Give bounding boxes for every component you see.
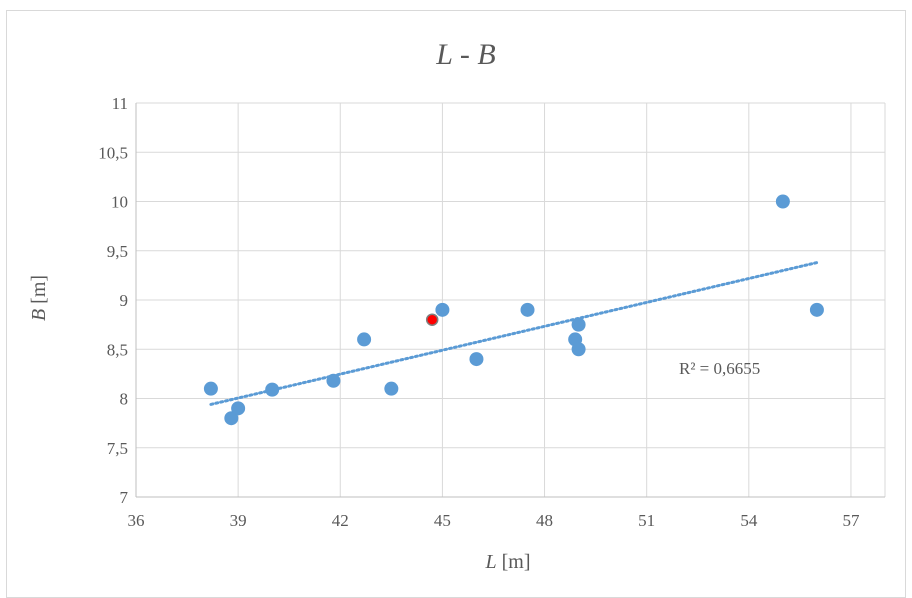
data-point (775, 194, 790, 209)
x-tick-label: 42 (332, 511, 349, 530)
gridlines (135, 102, 886, 498)
y-tick-label: 11 (112, 94, 128, 113)
y-tick-label: 8 (120, 390, 129, 409)
chart-area (6, 10, 906, 598)
y-tick-label: 10,5 (98, 143, 128, 162)
y-axis-tick-labels: 7 7,5 8 8,5 9 9,5 10 10,5 11 (98, 94, 128, 507)
data-point (384, 381, 399, 396)
data-point (571, 317, 586, 332)
y-tick-label: 7,5 (107, 439, 128, 458)
data-point (435, 302, 450, 317)
y-tick-label: 9 (120, 291, 129, 310)
r-squared-label: R² = 0,6655 (679, 359, 760, 378)
data-point (357, 332, 372, 347)
data-point (203, 381, 218, 396)
data-point (231, 401, 246, 416)
data-point (265, 382, 280, 397)
y-axis-title: B [m] (28, 275, 50, 321)
x-tick-label: 39 (230, 511, 247, 530)
data-point (224, 411, 239, 426)
x-axis-title: L [m] (484, 551, 530, 573)
x-tick-label: 45 (434, 511, 451, 530)
data-point (469, 352, 484, 367)
x-tick-label: 54 (740, 511, 758, 530)
highlighted-data-point (425, 313, 439, 326)
data-point (326, 373, 341, 388)
y-tick-label: 9,5 (107, 242, 128, 261)
y-tick-label: 10 (111, 193, 128, 212)
y-tick-label: 7 (120, 488, 129, 507)
x-axis-tick-labels: 36 39 42 45 48 51 54 57 (128, 511, 860, 530)
data-point (520, 302, 535, 317)
data-point (809, 302, 824, 317)
x-tick-label: 48 (536, 511, 553, 530)
x-tick-label: 51 (638, 511, 655, 530)
data-point (571, 342, 586, 357)
data-points (203, 194, 824, 426)
chart-title: L - B (435, 38, 495, 71)
trendline (209, 261, 819, 406)
x-tick-label: 57 (842, 511, 860, 530)
y-tick-label: 8,5 (107, 340, 128, 359)
x-tick-label: 36 (128, 511, 145, 530)
